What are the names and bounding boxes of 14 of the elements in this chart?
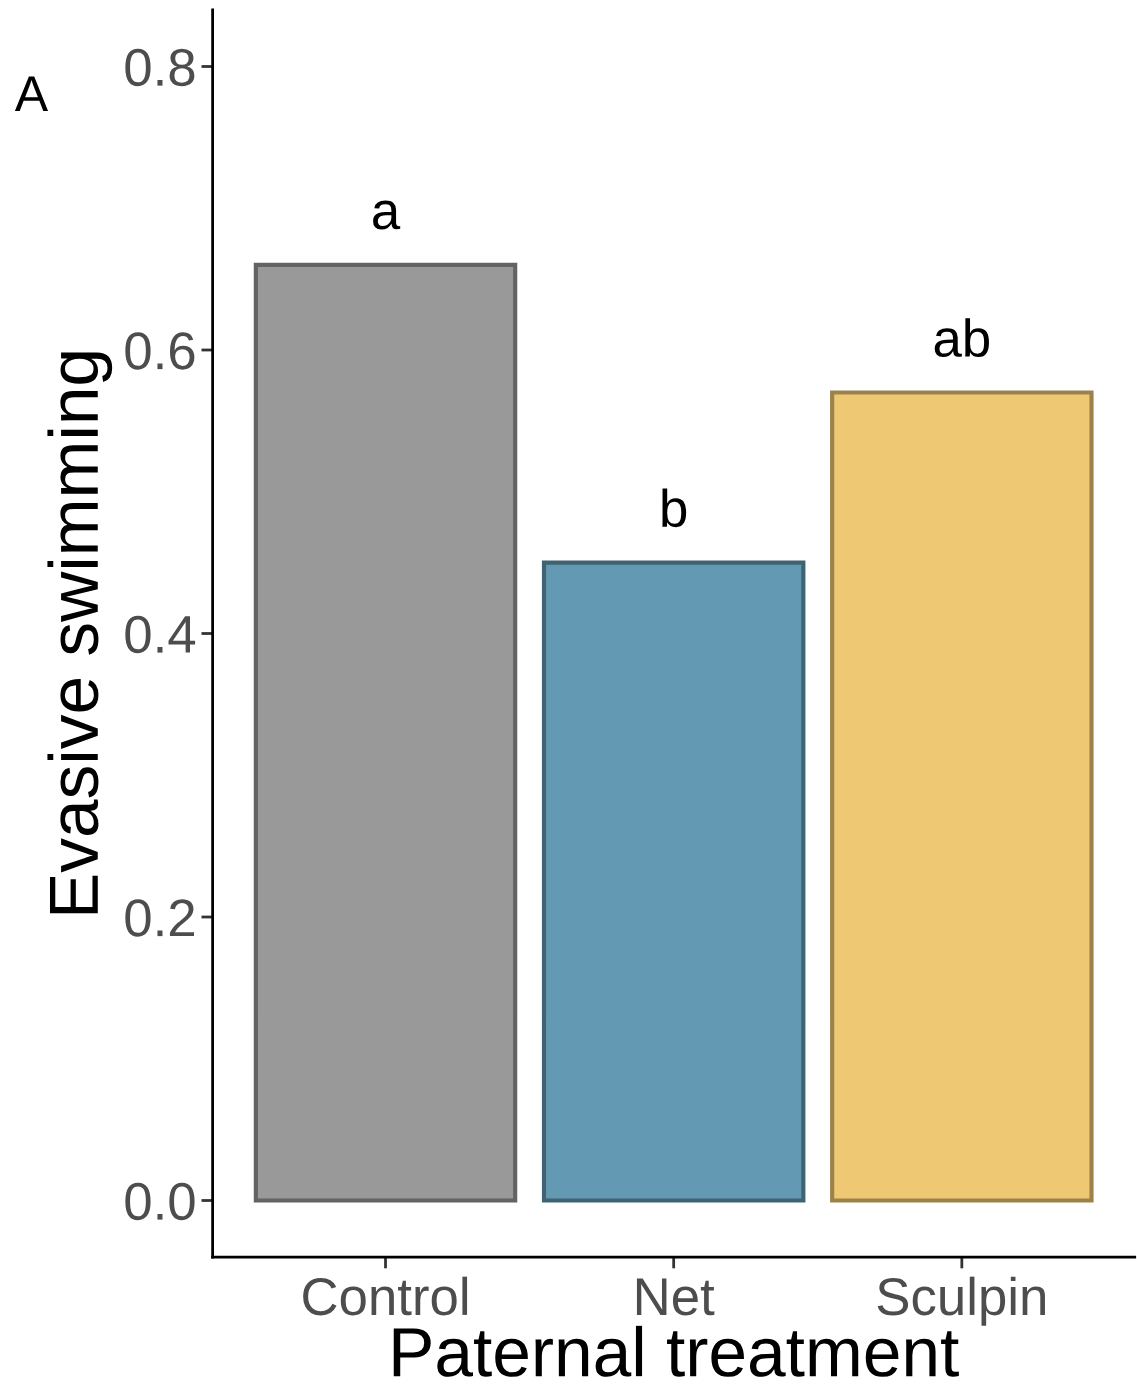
x-tick-label: Control (303, 1276, 468, 1316)
annotation: ab (934, 318, 989, 358)
y-tick-label: 0.6 (125, 332, 195, 370)
annotation: b (662, 488, 687, 528)
y-axis-title: Evasive swimming (47, 352, 113, 914)
x-tick-label: Net (636, 1278, 715, 1316)
y-tick-label: 0.8 (125, 48, 195, 87)
y-tick-label: 0.2 (125, 899, 194, 937)
text: A (14, 76, 49, 111)
y-tick-label: 0.4 (125, 615, 196, 654)
y-tick-label: 0.0 (125, 1182, 195, 1221)
x-axis-title: Paternal treatment (393, 1325, 959, 1377)
x-tick-label: Sculpin (877, 1276, 1045, 1326)
annotation: a (373, 200, 401, 230)
